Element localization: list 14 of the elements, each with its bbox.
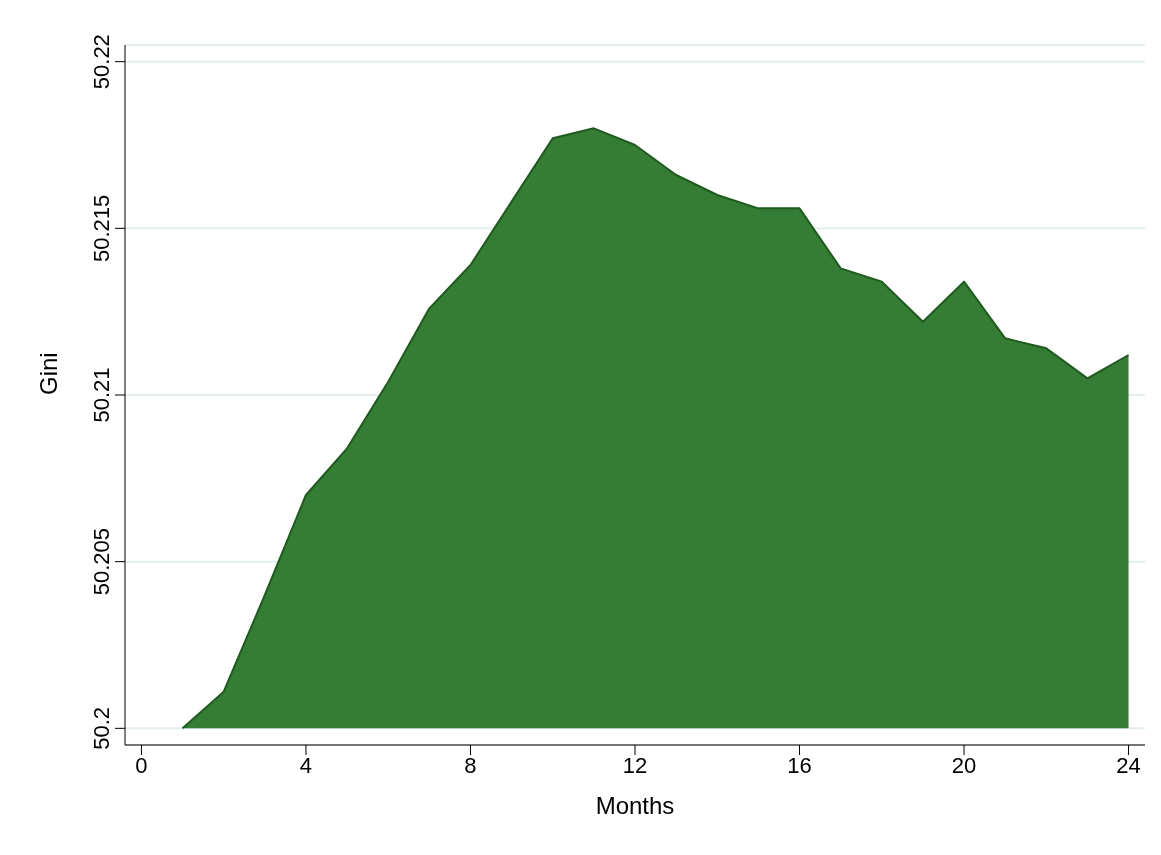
- x-tick-label: 8: [464, 752, 477, 778]
- x-tick-label: 4: [299, 752, 313, 778]
- y-tick-label: 50.205: [89, 528, 114, 596]
- y-tick-label: 50.2: [89, 706, 114, 750]
- x-tick-label: 12: [622, 752, 648, 778]
- x-tick-label: 24: [1116, 752, 1141, 778]
- y-tick-label: 50.21: [89, 367, 114, 423]
- y-tick-label: 50.215: [89, 194, 114, 262]
- y-axis-title: Gini: [34, 352, 62, 395]
- x-axis-title: Months: [595, 792, 675, 819]
- x-tick-label: 0: [135, 752, 148, 778]
- y-tick-label: 50.22: [89, 34, 114, 90]
- x-tick-label: 16: [787, 752, 812, 778]
- x-tick-label: 20: [951, 752, 977, 778]
